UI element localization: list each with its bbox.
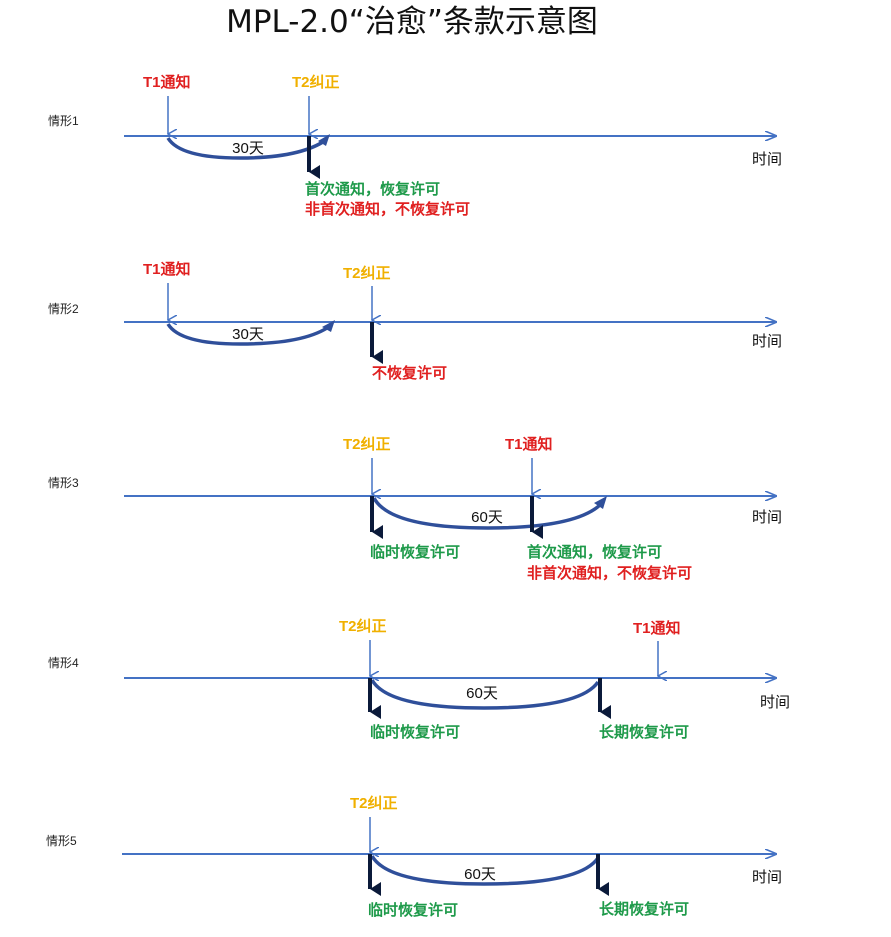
- scenario-3: 情形3 时间 T2纠正 T1通知 60天 临时恢复许可 首次通知，恢复许可 非首…: [48, 435, 782, 582]
- scenario-4-event-2: T1通知: [633, 619, 681, 637]
- scenario-5-outcome-1: 临时恢复许可: [368, 901, 458, 919]
- scenario-1-outcome-2: 非首次通知，不恢复许可: [305, 200, 470, 218]
- scenario-5-interval-curve: [370, 855, 600, 886]
- scenario-1-label: 情形1: [48, 114, 79, 128]
- scenario-1-outcome-1: 首次通知，恢复许可: [305, 180, 440, 198]
- scenario-5: 情形5 时间 T2纠正 60天 临时恢复许可 长期恢复许可: [46, 795, 782, 919]
- scenario-2-interval-curve: [166, 322, 332, 346]
- scenario-2-interval: 30天: [232, 326, 264, 343]
- scenario-2: 情形2 时间 T1通知 T2纠正 30天 不恢复许可: [48, 260, 782, 382]
- scenario-4-outcome-2: 长期恢复许可: [599, 723, 689, 741]
- scenario-5-interval: 60天: [464, 866, 496, 883]
- scenario-4-outcome-1: 临时恢复许可: [370, 723, 460, 741]
- scenario-4-axis-label: 时间: [760, 694, 790, 711]
- scenario-4-interval: 60天: [466, 685, 498, 702]
- scenario-4-interval-curve: [370, 679, 600, 710]
- scenario-2-axis-label: 时间: [752, 333, 782, 350]
- scenario-4: 情形4 时间 T2纠正 T1通知 60天 临时恢复许可 长期恢复许可: [48, 618, 790, 741]
- scenario-1-interval-curve-tip: [318, 134, 330, 146]
- scenario-5-label: 情形5: [46, 834, 77, 848]
- scenario-2-event-1: T1通知: [143, 260, 191, 278]
- scenario-1-interval: 30天: [232, 140, 264, 157]
- scenario-1: 情形1 时间 T1通知 T2纠正 30天 首次通知，恢复许可 非首次通知，不恢复…: [48, 73, 782, 218]
- scenario-3-event-1: T2纠正: [343, 436, 391, 453]
- scenario-2-interval-curve-tip: [322, 320, 335, 332]
- scenario-3-outcome-1: 临时恢复许可: [370, 543, 460, 561]
- scenario-2-outcome-1: 不恢复许可: [372, 364, 447, 382]
- scenario-5-outcome-2: 长期恢复许可: [599, 900, 689, 918]
- scenario-3-interval: 60天: [471, 509, 503, 526]
- scenario-4-label: 情形4: [48, 656, 79, 670]
- scenario-1-axis-label: 时间: [752, 151, 782, 168]
- scenario-3-outcome-3: 非首次通知，不恢复许可: [527, 564, 692, 582]
- page-title: MPL-2.0“治愈”条款示意图: [226, 4, 598, 40]
- scenario-3-axis-label: 时间: [752, 509, 782, 526]
- scenario-3-label: 情形3: [48, 476, 79, 490]
- scenario-3-event-2: T1通知: [505, 435, 553, 453]
- scenario-2-label: 情形2: [48, 302, 79, 316]
- scenario-5-event-1: T2纠正: [350, 795, 398, 812]
- scenario-4-event-1: T2纠正: [339, 618, 387, 635]
- scenario-5-axis-label: 时间: [752, 869, 782, 886]
- scenario-3-interval-curve-tip: [594, 496, 607, 509]
- scenario-1-event-2: T2纠正: [292, 74, 340, 91]
- scenario-2-event-2: T2纠正: [343, 265, 391, 282]
- scenario-3-outcome-2: 首次通知，恢复许可: [527, 543, 662, 561]
- scenario-1-event-1: T1通知: [143, 73, 191, 91]
- scenario-3-interval-curve: [372, 497, 605, 530]
